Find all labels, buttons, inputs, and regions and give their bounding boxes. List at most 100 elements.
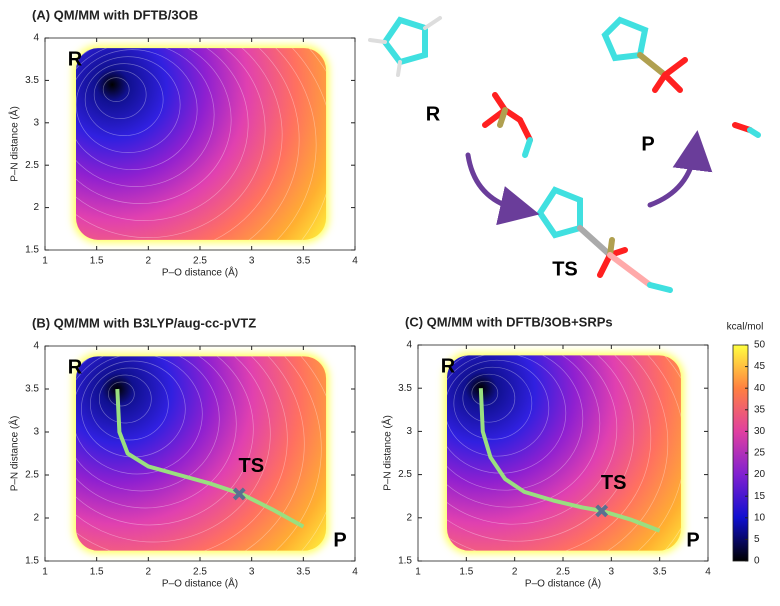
- contour-line: [76, 356, 220, 492]
- ts-label: TS: [601, 472, 627, 494]
- y-axis-label: P–N distance (Å): [381, 415, 394, 491]
- x-tick-label: 1.5: [90, 567, 104, 578]
- x-tick-label: 3: [249, 567, 255, 578]
- y-tick-label: 4: [33, 33, 39, 44]
- x-tick-label: 2: [146, 256, 152, 267]
- chart-title: (C) QM/MM with DFTB/3OB+SRPs: [405, 314, 613, 329]
- x-tick-label: 4: [352, 256, 358, 267]
- colorbar-tick-label: 15: [754, 491, 766, 502]
- colorbar-tick-label: 50: [754, 340, 766, 351]
- colorbar-tick-label: 20: [754, 469, 766, 480]
- x-tick-label: 3.5: [296, 567, 310, 578]
- contour-line: [76, 48, 300, 240]
- contour-line: [76, 356, 288, 551]
- contour-line: [447, 355, 584, 491]
- y-axis-label: P–N distance (Å): [8, 106, 21, 182]
- x-tick-label: 3.5: [296, 256, 310, 267]
- contour-line: [462, 373, 516, 423]
- reaction-path: [478, 388, 661, 533]
- scheme: R TS P: [368, 16, 761, 293]
- x-tick-label: 1: [42, 567, 48, 578]
- colorbar-tick-label: 30: [754, 426, 766, 437]
- contour-line: [89, 367, 169, 441]
- contour-line: [84, 63, 164, 136]
- energy-surface: [447, 355, 681, 551]
- scheme-label: R: [426, 103, 441, 125]
- contour-line: [447, 355, 618, 525]
- y-tick-label: 1.5: [398, 556, 412, 567]
- molecule-phosphate-r: [482, 92, 533, 158]
- y-tick-label: 2: [33, 202, 39, 213]
- x-tick-label: 1.5: [459, 567, 473, 578]
- y-tick-label: 4: [406, 340, 412, 351]
- molecule-product: [601, 16, 761, 138]
- contour-line: [76, 48, 266, 238]
- x-tick-label: 3: [249, 256, 255, 267]
- contour-line: [76, 56, 181, 153]
- contour-line: [76, 48, 249, 221]
- y-tick-label: 3: [33, 427, 39, 438]
- contour-line: [471, 380, 499, 406]
- y-tick-label: 2.5: [25, 160, 39, 171]
- colorbar-tick-label: 45: [754, 361, 766, 372]
- x-tick-label: 2: [146, 567, 152, 578]
- x-tick-label: 2.5: [193, 256, 207, 267]
- y-tick-label: 2.5: [398, 469, 412, 480]
- scheme-label: TS: [552, 258, 578, 280]
- product-label: P: [686, 529, 699, 551]
- contour-line: [93, 70, 147, 119]
- contour-line: [447, 355, 669, 551]
- colorbar-tick-label: 40: [754, 383, 766, 394]
- x-axis-label: P–O distance (Å): [162, 266, 238, 279]
- scheme-label: P: [641, 133, 654, 155]
- reactant-label: R: [68, 356, 83, 378]
- contour-line: [76, 48, 215, 187]
- reaction-path: [115, 388, 305, 529]
- colorbar-tick-label: 25: [754, 448, 766, 459]
- x-tick-label: 1: [42, 256, 48, 267]
- contour-line: [447, 355, 635, 542]
- y-tick-label: 1.5: [25, 556, 39, 567]
- contour-line: [107, 381, 135, 407]
- colorbar-tick-label: 35: [754, 404, 766, 415]
- x-tick-label: 1.5: [90, 256, 104, 267]
- molecule-ts: [536, 186, 673, 293]
- contour-line: [98, 374, 152, 424]
- reactant-label: R: [68, 48, 83, 70]
- contour-line: [102, 77, 130, 102]
- y-tick-label: 3.5: [398, 383, 412, 394]
- contour-line: [76, 48, 283, 240]
- y-axis-label: P–N distance (Å): [8, 416, 21, 492]
- contour-line: [453, 366, 533, 440]
- y-tick-label: 3.5: [25, 75, 39, 86]
- y-tick-label: 3.5: [25, 384, 39, 395]
- energy-surface: [76, 48, 327, 240]
- x-axis-label: P–O distance (Å): [525, 577, 601, 590]
- y-tick-label: 2: [406, 512, 412, 523]
- y-tick-label: 3: [406, 426, 412, 437]
- molecule-imidazole-r: [368, 16, 442, 77]
- arrow: [647, 130, 713, 208]
- x-tick-label: 3: [609, 567, 615, 578]
- ts-marker: [232, 487, 246, 501]
- x-tick-label: 4: [705, 567, 711, 578]
- colorbar-tick-label: 0: [754, 556, 760, 567]
- contour-line: [76, 356, 254, 526]
- y-tick-label: 2: [33, 513, 39, 524]
- x-tick-label: 4: [352, 567, 358, 578]
- contour-line: [447, 359, 550, 457]
- y-tick-label: 1.5: [25, 245, 39, 256]
- colorbar-label: kcal/mol: [727, 322, 764, 333]
- x-tick-label: 3.5: [653, 567, 667, 578]
- contour-line: [447, 355, 601, 508]
- x-tick-label: 1: [415, 567, 421, 578]
- x-tick-label: 2.5: [556, 567, 570, 578]
- reactant-label: R: [441, 355, 456, 377]
- ts-marker: [595, 504, 609, 518]
- colorbar-tick-label: 10: [754, 512, 766, 523]
- chart-title: (A) QM/MM with DFTB/3OB: [32, 7, 198, 22]
- contour-line: [76, 356, 203, 475]
- contour-line: [76, 49, 198, 170]
